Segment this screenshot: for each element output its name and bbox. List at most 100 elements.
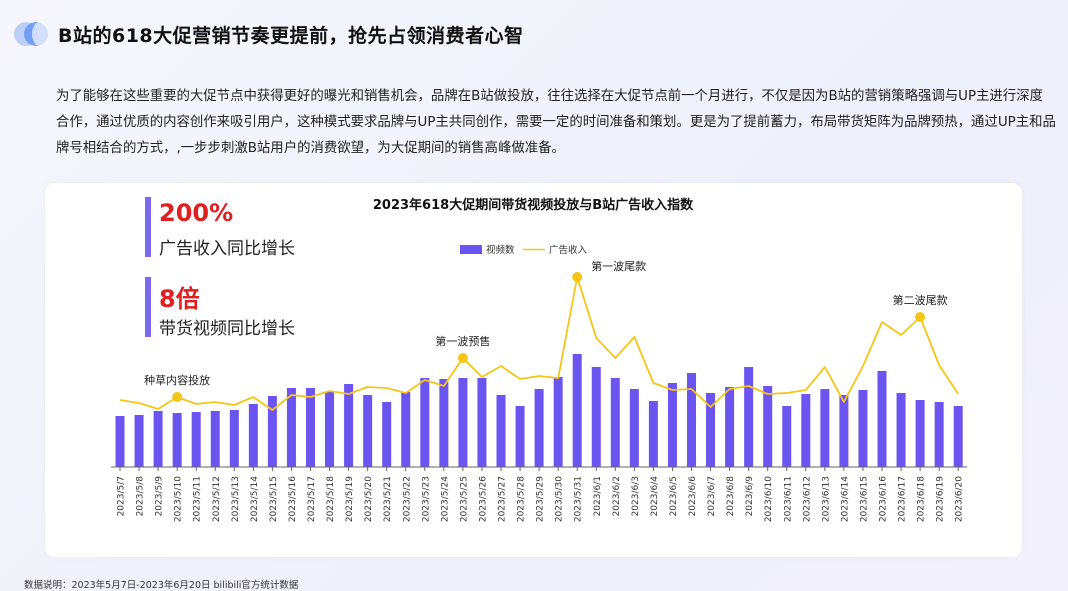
title-bar: B站的618大促营销节奏更提前，抢先占领消费者心智 (14, 20, 524, 48)
stat-accent-bar (145, 277, 151, 337)
bar (687, 373, 696, 467)
bar (172, 413, 182, 467)
bar (153, 411, 163, 467)
x-tick-label: 2023/6/11 (783, 476, 793, 522)
bar (458, 378, 468, 467)
logo-icon (14, 20, 54, 48)
bar (325, 392, 335, 467)
x-tick-label: 2023/5/10 (174, 476, 184, 522)
x-tick-label: 2023/6/3 (631, 476, 641, 516)
stat-label: 广告收入同比增长 (159, 239, 295, 259)
bar (496, 395, 506, 467)
x-tick-label: 2023/5/28 (517, 476, 527, 522)
x-tick-label: 2023/5/9 (155, 476, 165, 517)
bar (210, 411, 220, 467)
x-tick-label: 2023/6/13 (821, 476, 831, 522)
annotation-marker (172, 392, 183, 402)
bar (877, 371, 887, 467)
x-tick-label: 2023/5/31 (574, 476, 584, 522)
x-tick-label: 2023/5/30 (555, 476, 565, 522)
x-tick-label: 2023/6/12 (802, 476, 812, 522)
legend-label: 广告收入 (549, 244, 588, 256)
x-tick-label: 2023/5/21 (383, 476, 393, 522)
x-tick-label: 2023/6/19 (936, 476, 946, 522)
x-tick-label: 2023/6/20 (955, 476, 965, 522)
x-tick-label: 2023/5/15 (269, 476, 279, 522)
bar (591, 367, 601, 467)
annotation-marker (915, 312, 926, 322)
intro-paragraph: 为了能够在这些重要的大促节点中获得更好的曝光和销售机会，品牌在B站做投放，往往选… (56, 89, 1056, 156)
x-tick-label: 2023/6/14 (840, 476, 850, 522)
x-tick-label: 2023/6/7 (707, 476, 717, 516)
x-tick-label: 2023/5/22 (402, 476, 412, 522)
bar (725, 387, 735, 467)
bar (610, 378, 620, 467)
x-tick-label: 2023/5/26 (478, 476, 488, 522)
x-tick-label: 2023/6/4 (650, 476, 660, 517)
legend-swatch-bar (460, 245, 482, 254)
bar (667, 383, 677, 467)
x-tick-label: 2023/5/17 (307, 476, 317, 522)
bar (115, 416, 125, 467)
x-tick-label: 2023/5/20 (364, 476, 374, 522)
annotation-label: 第二波尾款 (893, 293, 948, 307)
x-tick-label: 2023/5/25 (459, 476, 469, 522)
bar (706, 393, 716, 467)
x-tick-label: 2023/5/27 (498, 476, 508, 522)
bar (420, 378, 430, 467)
data-source-note: 数据说明：2023年5月7日-2023年6月20日 bilibili官方统计数据 (24, 580, 299, 591)
stat-value: 8倍 (159, 285, 200, 313)
x-tick-label: 2023/5/19 (345, 476, 355, 522)
bar (439, 379, 449, 467)
bar (648, 401, 658, 467)
x-tick-label: 2023/5/8 (136, 476, 146, 517)
x-tick-label: 2023/5/12 (212, 476, 222, 522)
bar (953, 406, 963, 467)
stat-accent-bar (145, 197, 151, 257)
x-tick-label: 2023/5/14 (250, 476, 260, 522)
stat-label: 带货视频同比增长 (159, 319, 295, 339)
annotation-label: 第一波预售 (435, 334, 490, 348)
x-tick-label: 2023/5/24 (440, 476, 450, 522)
bar (229, 410, 239, 467)
bar (763, 386, 773, 467)
annotation-marker (572, 272, 583, 282)
x-tick-label: 2023/6/5 (669, 476, 679, 516)
x-tick-label: 2023/6/6 (688, 476, 698, 517)
bar (191, 412, 201, 467)
bar (382, 402, 392, 467)
x-tick-label: 2023/6/9 (745, 476, 755, 517)
x-tick-label: 2023/5/13 (231, 476, 241, 522)
bar (896, 393, 906, 467)
bar (267, 396, 277, 467)
chart-card: 2023年618大促期间带货视频投放与B站广告收入指数视频数 广告收入 2023/5… (45, 183, 1022, 557)
bar (934, 402, 944, 467)
bar (286, 388, 296, 467)
bar (782, 406, 792, 467)
bar (401, 392, 411, 467)
x-tick-label: 2023/6/15 (859, 476, 869, 522)
line-series-ad-revenue (119, 276, 959, 411)
stat-value: 200% (159, 199, 234, 227)
x-tick-label: 2023/5/23 (421, 476, 431, 522)
x-tick-label: 2023/5/16 (288, 476, 298, 522)
x-tick-label: 2023/5/29 (536, 476, 546, 522)
bar (248, 404, 258, 467)
x-tick-label: 2023/6/16 (879, 476, 889, 522)
bar (477, 378, 487, 467)
bar (515, 406, 525, 467)
bar (629, 389, 639, 467)
x-tick-label: 2023/6/2 (612, 476, 622, 516)
chart-title: 2023年618大促期间带货视频投放与B站广告收入指数 (373, 197, 694, 213)
bar (534, 389, 544, 467)
bar (915, 400, 925, 467)
x-tick-label: 2023/6/1 (593, 476, 603, 516)
bar (839, 395, 849, 467)
x-tick-label: 2023/6/17 (898, 476, 908, 522)
x-tick-label: 2023/5/7 (117, 476, 127, 516)
legend-label: 视频数 (486, 244, 515, 256)
x-tick-label: 2023/5/18 (326, 476, 336, 522)
annotation-label: 种草内容投放 (144, 373, 210, 387)
x-tick-label: 2023/6/10 (764, 476, 774, 522)
